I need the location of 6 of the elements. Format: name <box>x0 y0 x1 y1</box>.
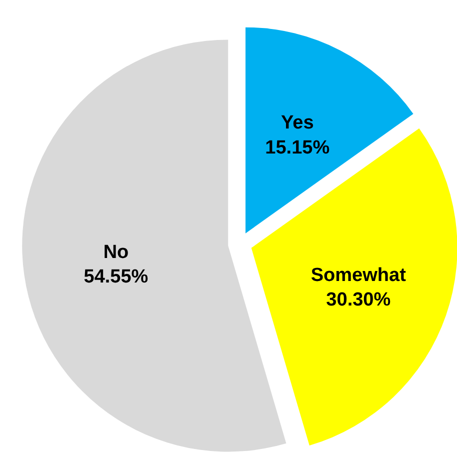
data-label: 15.15% <box>265 137 330 158</box>
slice-label: No <box>103 242 129 263</box>
slice-label: Yes <box>281 112 314 134</box>
slice-label: Somewhat <box>310 264 407 286</box>
data-label: 54.55% <box>84 266 148 288</box>
data-label: 30.30% <box>326 290 391 311</box>
